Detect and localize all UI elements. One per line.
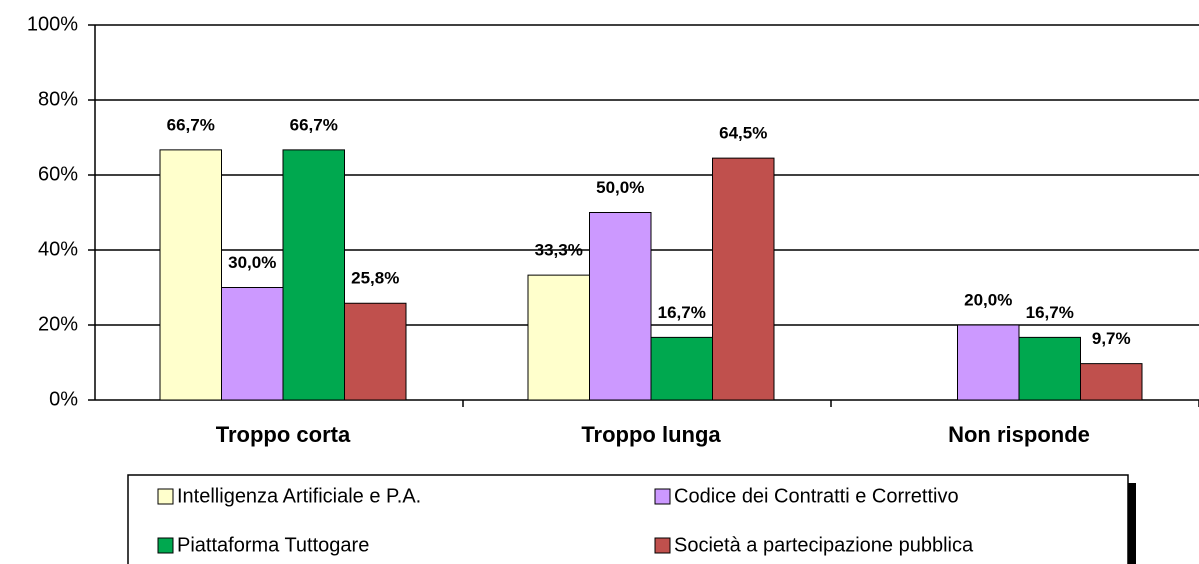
- y-tick-label: 100%: [27, 13, 78, 35]
- value-label: 9,7%: [1092, 329, 1131, 348]
- y-tick-label: 20%: [38, 313, 78, 335]
- legend-box: [127, 474, 1129, 564]
- value-label: 25,8%: [351, 269, 399, 288]
- legend-swatch: [157, 488, 174, 505]
- legend-swatch: [654, 488, 671, 505]
- legend-shadow: [1128, 483, 1136, 564]
- legend-label: Società a partecipazione pubblica: [674, 534, 974, 556]
- value-label: 66,7%: [290, 115, 338, 134]
- value-label: 30,0%: [228, 253, 276, 272]
- legend-swatch: [654, 537, 671, 554]
- value-label: 16,7%: [658, 303, 706, 322]
- bar: [282, 149, 345, 401]
- x-tick-label: Troppo corta: [216, 422, 351, 447]
- value-label: 33,3%: [535, 241, 583, 260]
- x-tick-label: Troppo lunga: [581, 422, 721, 447]
- bar: [159, 149, 222, 401]
- bar: [1018, 336, 1081, 401]
- legend-label: Codice dei Contratti e Correttivo: [674, 485, 959, 507]
- bar: [527, 274, 590, 401]
- legend-label: Intelligenza Artificiale e P.A.: [177, 485, 421, 507]
- value-label: 50,0%: [596, 178, 644, 197]
- bar: [1080, 363, 1143, 401]
- value-label: 66,7%: [167, 115, 215, 134]
- y-tick-label: 80%: [38, 88, 78, 110]
- value-label: 20,0%: [964, 290, 1012, 309]
- y-tick-label: 60%: [38, 163, 78, 185]
- value-label: 64,5%: [719, 124, 767, 143]
- legend-swatch: [157, 537, 174, 554]
- bar: [650, 336, 713, 401]
- legend-label: Piattaforma Tuttogare: [177, 534, 369, 556]
- bar: [589, 212, 652, 401]
- x-tick-label: Non risponde: [948, 422, 1090, 447]
- bar: [957, 324, 1020, 401]
- bar: [344, 302, 407, 401]
- bar: [712, 157, 775, 401]
- y-tick-label: 0%: [49, 388, 78, 410]
- y-tick-label: 40%: [38, 238, 78, 260]
- bar: [221, 287, 284, 401]
- value-label: 16,7%: [1026, 303, 1074, 322]
